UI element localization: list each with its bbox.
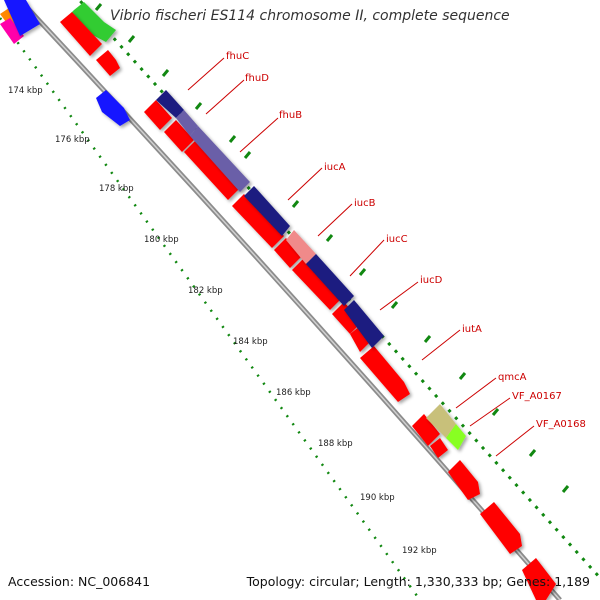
accession-label: Accession: NC_006841 — [8, 574, 151, 589]
scale-label-group: 174 kbp 176 kbp 178 kbp 180 kbp 182 kbp … — [8, 86, 437, 556]
scale-label-180: 180 kbp — [144, 235, 179, 245]
qmcA-block — [426, 404, 456, 438]
scale-label-176: 176 kbp — [55, 135, 90, 145]
gene-label-group: fhuC fhuD fhuB iucA iucB iucC iucD iutA … — [226, 51, 586, 430]
gene-label-qmcA: qmcA — [498, 372, 527, 383]
scale-label-188: 188 kbp — [318, 439, 353, 449]
blue-gene-arrow — [96, 90, 130, 126]
backbone-ring — [18, 0, 562, 600]
gene-label-iucA: iucA — [324, 162, 346, 173]
lime-gene-block — [446, 424, 466, 450]
gene-label-iucB: iucB — [354, 198, 376, 209]
iucD-block — [344, 300, 384, 348]
fhuB-block — [190, 126, 250, 192]
fhuC-block — [156, 90, 184, 118]
iucC-block — [306, 254, 354, 306]
gene-label-iucD: iucD — [420, 275, 443, 286]
scale-label-182: 182 kbp — [188, 286, 223, 296]
label-leaders — [187, 57, 535, 457]
fragment-magenta — [0, 18, 24, 44]
fhuD-block — [176, 110, 198, 136]
scale-label-184: 184 kbp — [233, 337, 268, 347]
genome-summary-label: Topology: circular; Length: 1,330,333 bp… — [246, 574, 590, 589]
cds-track — [60, 12, 556, 600]
fragment-blue — [4, 0, 40, 36]
gene-label-fhuB: fhuB — [279, 110, 302, 121]
map-title: Vibrio fischeri ES114 chromosome II, com… — [110, 8, 510, 24]
gene-label-VF-A0167: VF_A0167 — [512, 391, 562, 402]
scale-label-190: 190 kbp — [360, 493, 395, 503]
scale-label-174: 174 kbp — [8, 86, 43, 96]
scale-label-192: 192 kbp — [402, 546, 437, 556]
gene-label-iutA: iutA — [462, 324, 482, 335]
gene-label-fhuC: fhuC — [226, 51, 249, 62]
iucB-block — [286, 230, 316, 264]
gene-label-fhuD: fhuD — [245, 73, 269, 84]
major-tick-marks — [94, 3, 570, 493]
green-gene-arrow — [64, 2, 116, 42]
highlight-track — [156, 90, 466, 450]
scale-label-178: 178 kbp — [99, 184, 134, 194]
gene-label-VF-A0168: VF_A0168 — [536, 419, 586, 430]
scale-label-186: 186 kbp — [276, 388, 311, 398]
iucA-block — [244, 186, 290, 236]
gene-label-iucC: iucC — [386, 234, 408, 245]
